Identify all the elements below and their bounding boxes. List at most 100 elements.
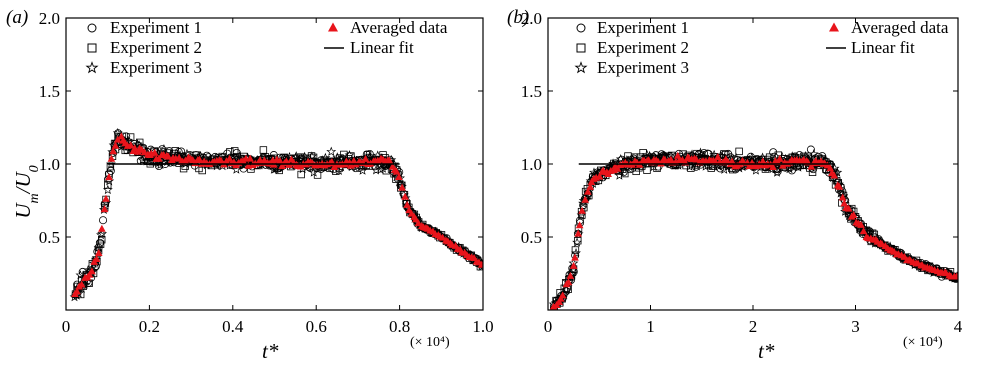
data-point-averaged [401, 192, 409, 200]
data-point-experiment-2 [98, 235, 106, 244]
y-ticks-a: 0.5 1.0 1.5 2.0 [39, 9, 483, 247]
data-point-averaged [574, 229, 582, 237]
x-tick-label: 1 [646, 317, 655, 336]
data-point-experiment-2 [226, 148, 234, 156]
legend-marker-square-icon-b [576, 43, 586, 53]
data-point-experiment-3 [731, 152, 742, 163]
legend-label-experiment-1-a: Experiment 1 [110, 18, 202, 37]
x-axis-label-a: t* [262, 339, 279, 363]
data-point-experiment-3 [572, 237, 582, 247]
data-point-averaged [111, 141, 120, 149]
data-point-averaged [73, 287, 81, 295]
data-point-averaged [569, 261, 578, 269]
data-point-averaged [692, 155, 701, 163]
data-point-averaged [830, 171, 839, 179]
legend-item-experiment-1-b: Experiment 1 [576, 18, 689, 37]
data-point-averaged [85, 270, 94, 278]
legend-item-experiment-3-a: Experiment 3 [85, 58, 202, 77]
x-tick-label: 0.2 [139, 317, 160, 336]
data-point-experiment-3 [784, 163, 795, 174]
data-point-experiment-3 [772, 161, 783, 171]
y-tick-label: 2.0 [39, 9, 60, 28]
x-multiplier-label-b: (× 10⁴) [903, 335, 943, 350]
data-point-experiment-2 [297, 170, 305, 179]
x-ticks-a: 0 0.2 0.4 0.6 0.8 1.0 [62, 18, 494, 336]
data-point-experiment-3 [296, 153, 307, 163]
x-multiplier-label-a: (× 10⁴) [410, 335, 450, 350]
data-point-averaged [105, 173, 113, 181]
data-point-experiment-2 [735, 147, 743, 156]
y-tick-label: 2.0 [521, 9, 542, 28]
data-point-averaged [77, 280, 86, 288]
legend-label-experiment-1-b: Experiment 1 [597, 18, 689, 37]
legend-marker-star-icon-b [574, 61, 588, 74]
data-point-experiment-3 [234, 151, 245, 161]
data-point-experiment-3 [614, 170, 625, 180]
data-point-experiment-3 [644, 150, 655, 161]
y-tick-label: 0.5 [521, 228, 542, 247]
data-point-experiment-2 [653, 164, 661, 172]
data-point-averaged [775, 154, 784, 162]
data-point-averaged [844, 204, 853, 212]
data-point-experiment-3 [805, 153, 816, 163]
data-point-experiment-3 [476, 261, 483, 272]
data-point-experiment-3 [182, 148, 192, 159]
data-point-experiment-3 [123, 135, 134, 145]
data-point-averaged [403, 200, 411, 208]
data-point-experiment-3 [326, 146, 337, 156]
data-point-experiment-3 [400, 192, 411, 203]
legend-item-averaged-data-b: Averaged data [829, 18, 949, 37]
legend-marker-circle-icon-a [87, 23, 97, 33]
legend-marker-star-icon-a [85, 61, 99, 74]
data-point-averaged [109, 147, 117, 155]
x-tick-label: 1.0 [472, 317, 493, 336]
data-point-experiment-3 [284, 151, 295, 162]
data-point-averaged [571, 253, 579, 261]
x-tick-label: 0 [544, 317, 553, 336]
data-point-experiment-3 [709, 149, 720, 160]
data-point-experiment-3 [96, 229, 106, 240]
data-points-b [548, 145, 958, 310]
data-point-averaged [130, 144, 139, 152]
data-point-experiment-3 [166, 148, 177, 159]
data-point-averaged [361, 154, 370, 162]
data-point-averaged [217, 156, 225, 164]
data-point-experiment-3 [268, 164, 279, 174]
data-point-experiment-3 [106, 159, 116, 169]
data-point-experiment-2 [259, 146, 268, 154]
y-tick-label: 1.0 [521, 155, 542, 174]
data-point-averaged [558, 291, 567, 299]
x-tick-label: 0.6 [306, 317, 327, 336]
x-ticks-b: 0 1 2 3 4 [544, 18, 963, 336]
data-point-averaged [835, 182, 844, 190]
data-point-experiment-3 [344, 150, 355, 160]
legend-item-averaged-data-a: Averaged data [328, 18, 448, 37]
data-point-experiment-3 [112, 127, 123, 138]
data-point-experiment-3 [648, 161, 659, 172]
y-ticks-b: 0.5 1.0 1.5 2.0 [521, 9, 958, 247]
data-point-experiment-3 [808, 148, 819, 159]
data-point-averaged [613, 164, 622, 172]
legend-a: Experiment 1 Experiment 2 Experiment 3 A… [85, 18, 448, 77]
data-point-experiment-3 [291, 151, 302, 161]
data-point-averaged [88, 267, 96, 275]
chart-panel-b: 0 1 2 3 4 0.5 1.0 1.5 2.0 (b) (× 10⁴) t* Experi… [507, 7, 963, 363]
data-point-averaged [859, 227, 868, 235]
chart-panel-a: 0 0.2 0.4 0.6 0.8 1.0 0.5 1.0 1.5 2.0 (a) (× 10⁴… [6, 7, 494, 363]
legend-item-experiment-2-a: Experiment 2 [87, 38, 202, 57]
legend-b: Experiment 1 Experiment 2 Experiment 3 A… [574, 18, 949, 77]
data-point-averaged [94, 249, 103, 256]
data-point-experiment-3 [695, 147, 706, 157]
legend-marker-triangle-icon-a [328, 22, 338, 32]
data-point-experiment-3 [561, 284, 572, 295]
data-point-experiment-2 [198, 166, 206, 175]
panel-label-a: (a) [6, 7, 28, 28]
data-point-experiment-2 [574, 237, 582, 245]
data-point-averaged [155, 154, 163, 162]
data-point-experiment-3 [576, 210, 587, 220]
data-point-experiment-3 [270, 163, 281, 174]
x-tick-label: 4 [954, 317, 963, 336]
data-point-experiment-3 [608, 158, 618, 168]
data-point-averaged [385, 156, 394, 164]
